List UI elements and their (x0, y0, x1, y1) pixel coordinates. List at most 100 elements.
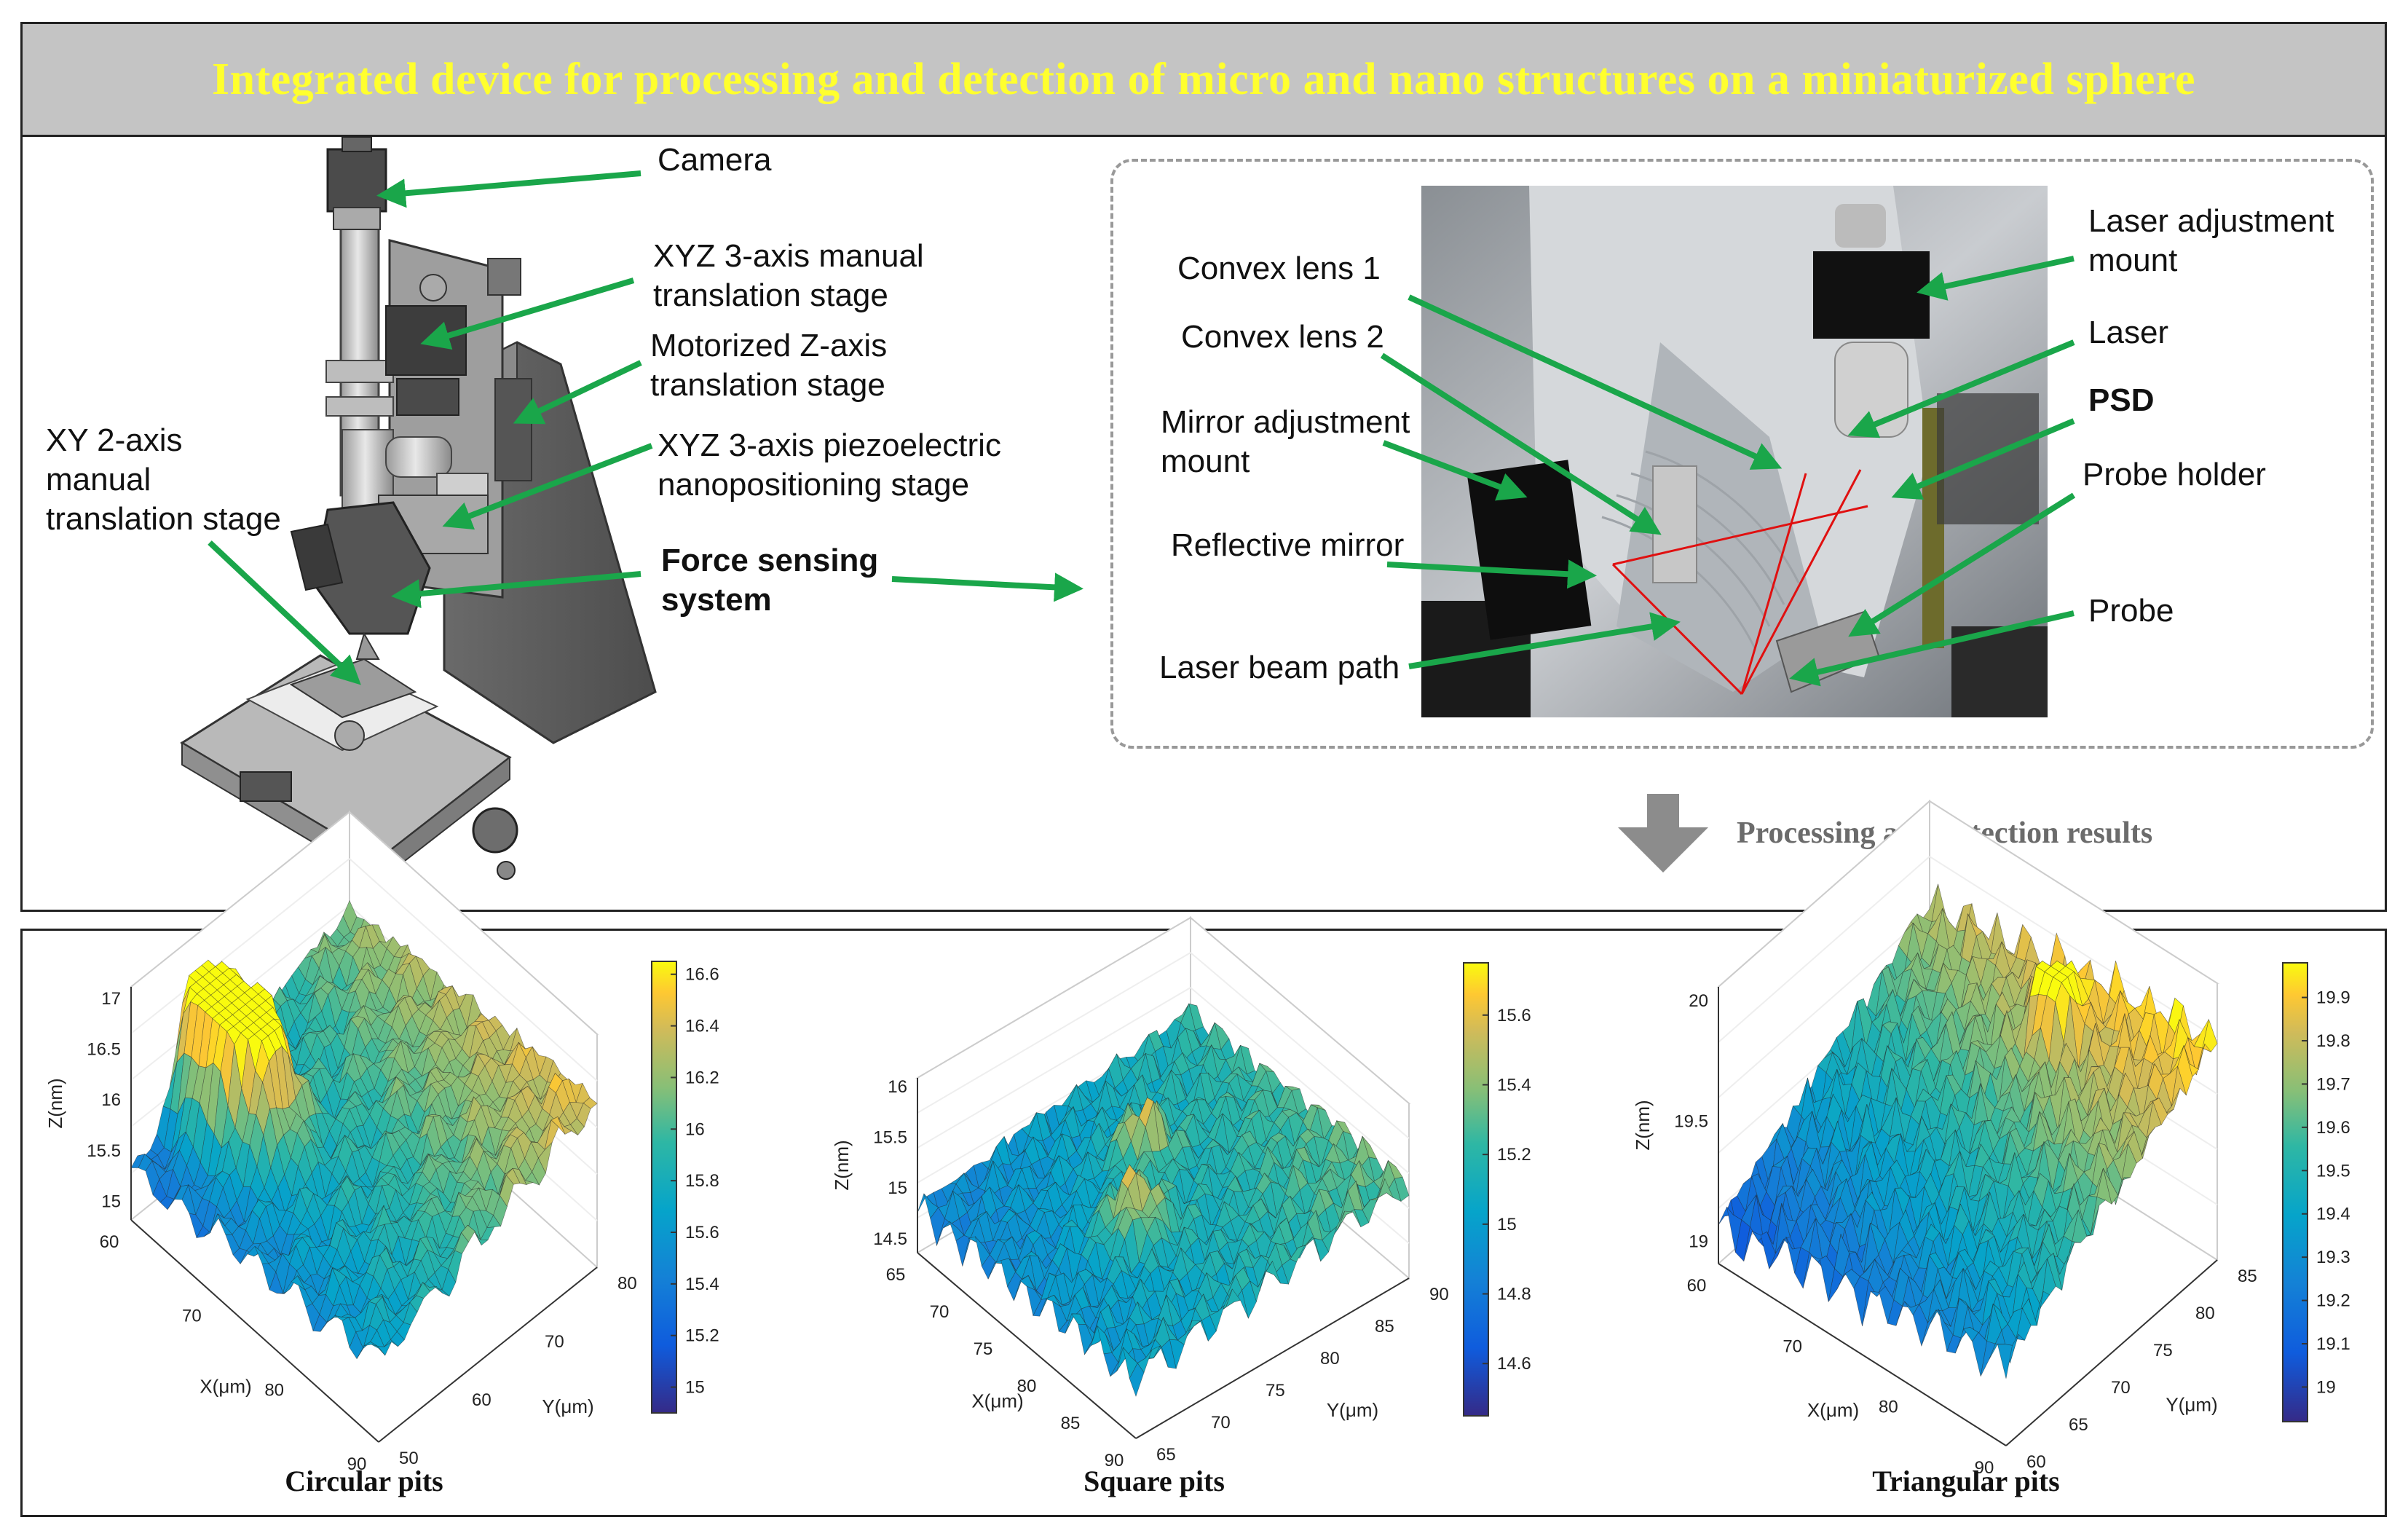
label-motorized-z-stage: Motorized Z-axis translation stage (650, 328, 888, 403)
x-tick-label: 70 (930, 1302, 950, 1322)
z-tick-label: 15 (101, 1192, 121, 1211)
label-camera: Camera (658, 142, 772, 178)
y-tick-label: 85 (2238, 1267, 2257, 1286)
colorbar-tick-label: 19.6 (2316, 1118, 2350, 1138)
photo-arrows (1380, 256, 2076, 687)
label-laser-adjustment-mount: Laser adjustment mount (2088, 203, 2334, 278)
colorbar-tick-label: 15 (1497, 1215, 1517, 1234)
colorbar-tick-label: 16.6 (685, 965, 719, 985)
y-tick-label: 80 (1320, 1349, 1340, 1368)
y-tick-label: 75 (2153, 1341, 2173, 1360)
y-tick-label: 70 (1211, 1413, 1231, 1433)
x-axis-label: X(μm) (1807, 1399, 1859, 1421)
surface-plot-triangular: 60 70 80 90 60 65 70 75 80 85 19 19.5 20 X(μm) Y(μm) Z(… (1632, 799, 2350, 1478)
x-tick-label: 80 (1879, 1398, 1898, 1417)
label-mirror-adjustment-mount: Mirror adjustment mount (1161, 404, 1410, 479)
colorbar-tick-label: 19.4 (2316, 1205, 2350, 1224)
grid-line (1190, 952, 1410, 1139)
z-tick-label: 15.5 (873, 1128, 907, 1148)
grid-line (1190, 987, 1410, 1174)
label-probe: Probe (2088, 593, 2174, 629)
device-illustration (180, 136, 2076, 883)
label-xyz-manual-stage: XYZ 3-axis manual translation stage (653, 238, 924, 313)
colorbar-tick-label: 19.1 (2316, 1334, 2350, 1354)
x-tick-label: 60 (100, 1232, 119, 1252)
colorbar-tick-label: 19.3 (2316, 1248, 2350, 1267)
y-tick-label: 70 (545, 1332, 564, 1352)
x-tick-label: 75 (974, 1339, 993, 1359)
x-axis-label: X(μm) (971, 1390, 1023, 1412)
surface-cell (371, 1344, 386, 1356)
y-axis-label: Y(μm) (542, 1395, 593, 1417)
y-axis-line (378, 1267, 598, 1443)
colorbar-tick-label: 16.2 (685, 1068, 719, 1087)
device-arrows (208, 170, 1083, 685)
colorbar (2282, 962, 2308, 1422)
y-axis-label: Y(μm) (1327, 1399, 1378, 1421)
surface-cell (1997, 1344, 2013, 1379)
surface-plot-circular: 60 70 80 90 50 60 70 80 15 15.5 16 16.5 17 X(μm) Y(μm)… (44, 810, 719, 1474)
grid-line (349, 858, 598, 1082)
colorbar (651, 961, 677, 1414)
z-tick-label: 20 (1689, 991, 1708, 1011)
label-laser: Laser (2088, 315, 2169, 350)
z-tick-label: 15.5 (87, 1141, 121, 1161)
photo-frame (1110, 159, 2374, 749)
x-tick-label: 80 (1017, 1377, 1037, 1396)
x-tick-label: 90 (347, 1454, 367, 1474)
grid-line (130, 858, 350, 1034)
colorbar-tick-label: 14.6 (1497, 1354, 1531, 1374)
z-tick-label: 19.5 (1674, 1111, 1708, 1131)
x-tick-label: 90 (1105, 1451, 1124, 1470)
colorbar-tick-label: 15.4 (685, 1275, 719, 1294)
colorbar-tick-label: 16.4 (685, 1017, 719, 1036)
colorbar-tick-label: 15.6 (685, 1223, 719, 1242)
surface-cell (1129, 1363, 1145, 1398)
y-tick-label: 60 (472, 1390, 492, 1410)
x-axis-line (917, 1252, 1137, 1439)
colorbar-tick-label: 15.4 (1497, 1075, 1531, 1095)
surface-plot-square: 65 70 75 80 85 90 65 70 75 80 85 90 14.5 15 15.5 16 X(μm… (831, 915, 1531, 1470)
y-axis-line (2005, 1259, 2218, 1446)
label-psd: PSD (2088, 382, 2155, 418)
colorbar-tick-label: 15 (685, 1378, 705, 1398)
x-axis-label: X(μm) (200, 1376, 251, 1398)
colorbar-tick-label: 19.5 (2316, 1161, 2350, 1181)
y-tick-label: 85 (1375, 1317, 1394, 1336)
y-tick-label: 80 (617, 1274, 637, 1293)
colorbar-tick-label: 14.8 (1497, 1285, 1531, 1304)
z-tick-label: 16 (101, 1090, 121, 1110)
x-tick-label: 60 (1687, 1276, 1707, 1296)
label-convex-lens-2: Convex lens 2 (1181, 319, 1384, 355)
x-axis-line (130, 1219, 379, 1443)
z-tick-label: 16 (888, 1077, 907, 1097)
figure-title: Integrated device for processing and det… (212, 54, 2195, 104)
x-tick-label: 70 (1783, 1336, 1802, 1356)
y-axis-label: Y(μm) (2166, 1394, 2217, 1416)
y-tick-label: 70 (2111, 1378, 2131, 1398)
label-xy-manual-stage: XY 2-axis manual translation stage (46, 422, 281, 537)
xy-stage (180, 654, 518, 883)
colorbar-tick-label: 19 (2316, 1377, 2336, 1397)
x-axis-line (1718, 1263, 2007, 1446)
label-convex-lens-1: Convex lens 1 (1177, 251, 1381, 286)
colorbar-tick-label: 15.2 (1497, 1145, 1531, 1165)
z-tick-label: 17 (101, 989, 121, 1009)
colorbar-tick-label: 19.8 (2316, 1031, 2350, 1051)
plot-title-circular: Circular pits (285, 1465, 443, 1497)
z-axis-label: Z(nm) (831, 1140, 853, 1190)
label-probe-holder: Probe holder (2083, 457, 2266, 492)
y-tick-label: 65 (1156, 1445, 1176, 1465)
y-tick-label: 50 (399, 1449, 419, 1468)
y-tick-label: 60 (2026, 1452, 2046, 1472)
grid-line (1929, 856, 2218, 1039)
colorbar-tick-label: 15.6 (1497, 1006, 1531, 1025)
z-axis-label: Z(nm) (44, 1078, 66, 1128)
grid-line (917, 952, 1191, 1114)
y-tick-label: 80 (2195, 1304, 2215, 1323)
colorbar-tick-label: 16 (685, 1119, 705, 1139)
x-tick-label: 90 (1975, 1458, 1994, 1478)
colorbar-tick-label: 19.2 (2316, 1291, 2350, 1311)
z-tick-label: 16.5 (87, 1040, 121, 1060)
